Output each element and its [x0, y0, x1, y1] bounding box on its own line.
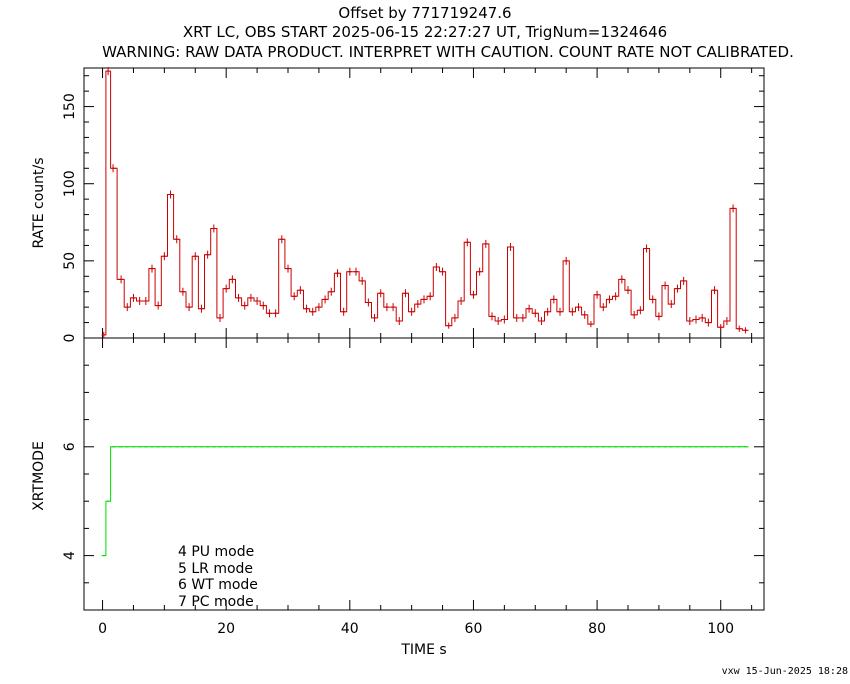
x-tick-label: 80	[588, 621, 606, 637]
time-xlabel: TIME s	[400, 642, 446, 658]
legend-item-pc: 7 PC mode	[178, 594, 254, 610]
mode-ylabel: XRTMODE	[31, 441, 47, 511]
x-tick-label: 0	[98, 621, 107, 637]
rate-series	[101, 67, 749, 338]
title-obs-start: XRT LC, OBS START 2025-06-15 22:27:27 UT…	[183, 23, 667, 41]
x-tick-label: 60	[465, 621, 483, 637]
y-tick-label: 150	[62, 93, 78, 120]
mode-legend: 4 PU mode 5 LR mode 6 WT mode 7 PC mode	[178, 544, 258, 610]
x-tick-label: 100	[707, 621, 734, 637]
x-tick-label: 20	[217, 621, 235, 637]
title-warning: WARNING: RAW DATA PRODUCT. INTERPRET WIT…	[102, 43, 794, 61]
y-tick-label: 6	[62, 442, 78, 451]
legend-item-pu: 4 PU mode	[178, 544, 254, 560]
rate-step-line	[101, 70, 749, 336]
legend-item-lr: 5 LR mode	[178, 561, 253, 577]
title-offset: Offset by 771719247.6	[338, 4, 511, 22]
axis-ticks: 0 20 40 60 80 100 0 50 100 150 4 6	[62, 68, 764, 637]
y-tick-label: 4	[62, 551, 78, 560]
rate-ylabel: RATE count/s	[31, 157, 47, 248]
mode-series	[101, 446, 749, 557]
x-tick-label: 40	[341, 621, 359, 637]
y-tick-label: 100	[62, 170, 78, 197]
legend-item-wt: 6 WT mode	[178, 577, 258, 593]
y-tick-label: 50	[62, 252, 78, 270]
y-tick-label: 0	[62, 334, 78, 343]
mode-step-line	[101, 446, 749, 557]
timestamp-footer: vxw 15-Jun-2025 18:28	[722, 666, 848, 677]
